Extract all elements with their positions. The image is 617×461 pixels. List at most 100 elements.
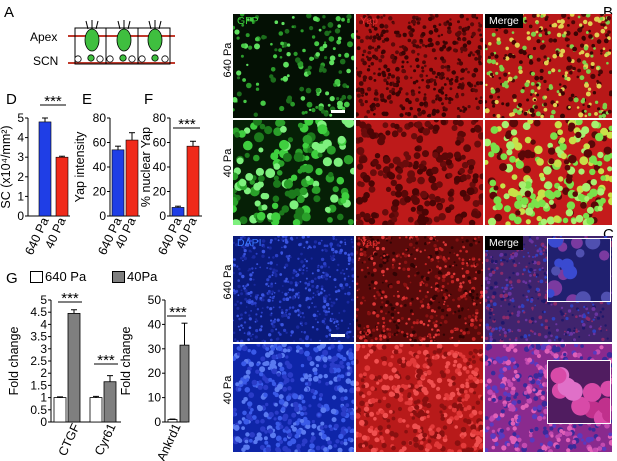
chart-g2-tick-label: 10	[148, 391, 162, 405]
micrograph-texture	[548, 361, 610, 423]
chart-g1-tick-label: 3.5	[30, 330, 47, 344]
micrograph-texture	[233, 344, 354, 452]
chart-g1-tick-label: 0.5	[30, 403, 47, 417]
panel-label-e: E	[82, 91, 93, 108]
micrograph-b-gfp-640: GFP	[233, 14, 354, 118]
panel-label-g: G	[6, 270, 18, 287]
micrograph-c-dapi-40	[233, 344, 354, 452]
micrograph-b-yap-40	[356, 120, 483, 225]
sig-stars-g1: ***	[61, 290, 79, 307]
bar-f-0	[171, 207, 185, 217]
chart-g1-tick-label: 4	[40, 317, 47, 331]
y-axis-label: Fold change	[119, 327, 133, 396]
y-axis-label: Yap intensity	[73, 131, 87, 202]
chart-g1-tick-label: 3	[40, 342, 47, 356]
tag-yap: Yap	[360, 15, 378, 27]
scale-bar	[331, 334, 345, 337]
chart-f-tick-label: 20	[153, 185, 167, 199]
tag-yap: Yap	[360, 237, 378, 249]
chart-e-tick-label: 20	[93, 185, 107, 199]
chart-e-tick-label: 40	[93, 160, 107, 174]
sig-stars-f: ***	[178, 116, 196, 133]
sig-stars-d: ***	[44, 93, 62, 110]
bar-f-1	[186, 145, 200, 217]
chart-d-tick-label: 0	[17, 209, 24, 223]
chart-d-tick-label: 4	[17, 131, 24, 145]
chart-f-tick-label: 60	[153, 136, 167, 150]
apex-label: Apex	[30, 30, 58, 44]
micrograph-texture	[356, 344, 483, 452]
bar-g-ctgf-1	[67, 313, 81, 423]
chart-g1-tick-label: 0	[40, 415, 47, 429]
chart-d-tick-label: 5	[17, 111, 24, 125]
inset-zoom	[547, 238, 611, 302]
inset-zoom	[547, 360, 611, 424]
chart-g2-tick-label: 20	[148, 366, 162, 380]
panel-label-b: B	[603, 4, 614, 21]
micrograph-c-merge-40	[485, 344, 612, 452]
bar-g-cyr61-0	[89, 397, 103, 423]
chart-g1-tick-label: 1	[40, 391, 47, 405]
panel-label-c: C	[603, 226, 614, 243]
bar-g-cyr61-1	[103, 381, 117, 423]
chart-g1-tick-label: 2	[40, 366, 47, 380]
tag-gfp: GFP	[237, 15, 259, 27]
y-axis-label: Fold change	[7, 327, 21, 396]
chart-g2-tick-label: 30	[148, 342, 162, 356]
chart-g2-tick-label: 50	[148, 293, 162, 307]
chart-g2-tick-label: 40	[148, 317, 162, 331]
chart-g1-tick-label: 2.5	[30, 354, 47, 368]
micrograph-c-yap-40	[356, 344, 483, 452]
sig-stars-g3: ***	[169, 304, 187, 321]
micrograph-b-gfp-40	[233, 120, 354, 225]
bar-e-1	[125, 139, 139, 217]
panel-label-a: A	[4, 4, 15, 21]
panel-label-f: F	[144, 91, 154, 108]
legend-label-640: 640 Pa	[45, 269, 87, 284]
micrograph-texture	[233, 120, 354, 225]
micrograph-texture	[485, 120, 612, 225]
chart-g1-tick-label: 1.5	[30, 378, 47, 392]
schematic-a	[68, 20, 175, 65]
bar-e-0	[111, 149, 125, 217]
chart-f-tick-label: 80	[153, 111, 167, 125]
chart-g1-tick-label: 4.5	[30, 305, 47, 319]
y-axis-label: % nuclear Yap	[139, 127, 153, 207]
chart-e-tick-label: 0	[99, 209, 106, 223]
legend-swatch-40	[112, 271, 125, 283]
micrograph-b-yap-640: Yap	[356, 14, 483, 118]
chart-e-tick-label: 80	[93, 111, 107, 125]
micrograph-c-dapi-640: DAPI	[233, 236, 354, 342]
micrograph-texture	[356, 14, 483, 118]
category-label: Cyr61	[92, 421, 119, 457]
micrograph-b-merge-640: Merge	[485, 14, 612, 118]
chart-d-tick-label: 2	[17, 170, 24, 184]
bar-g-ankrd1-1	[179, 344, 190, 423]
chart-e-tick-label: 60	[93, 136, 107, 150]
sig-stars-g2: ***	[97, 352, 115, 369]
tag-dapi: DAPI	[237, 237, 262, 249]
legend-swatch-640	[30, 271, 43, 283]
tag-merge: Merge	[485, 236, 523, 250]
micrograph-texture	[233, 236, 354, 342]
bar-d-0	[38, 121, 52, 217]
bar-g-ankrd1-0	[167, 419, 178, 423]
chart-f-tick-label: 0	[159, 209, 166, 223]
category-label: CTGF	[56, 421, 83, 458]
scale-bar	[331, 110, 345, 113]
micrograph-texture	[233, 14, 354, 118]
legend-label-40: 40Pa	[127, 269, 158, 284]
y-axis-label: SC (x10⁴/mm²)	[0, 125, 13, 208]
panel-label-d: D	[6, 91, 17, 108]
micrograph-c-yap-640: Yap	[356, 236, 483, 342]
chart-d-tick-label: 1	[17, 189, 24, 203]
bar-g-ctgf-0	[53, 397, 67, 423]
micrograph-texture	[548, 239, 610, 301]
tag-merge: Merge	[485, 14, 523, 28]
micrograph-c-merge-640: Merge	[485, 236, 612, 342]
micrograph-texture	[356, 236, 483, 342]
micrograph-texture	[485, 14, 612, 118]
micrograph-texture	[356, 120, 483, 225]
chart-f-tick-label: 40	[153, 160, 167, 174]
